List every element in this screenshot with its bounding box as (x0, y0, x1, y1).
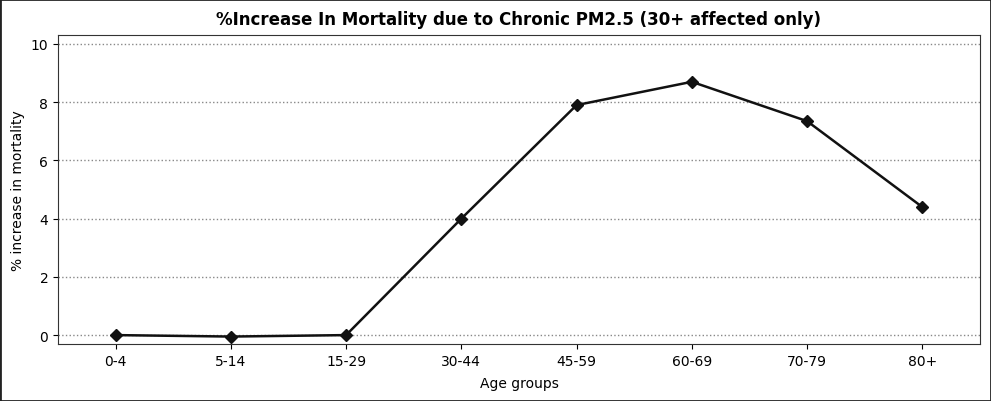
Title: %Increase In Mortality due to Chronic PM2.5 (30+ affected only): %Increase In Mortality due to Chronic PM… (216, 11, 822, 29)
Y-axis label: % increase in mortality: % increase in mortality (11, 110, 25, 270)
X-axis label: Age groups: Age groups (480, 376, 558, 390)
